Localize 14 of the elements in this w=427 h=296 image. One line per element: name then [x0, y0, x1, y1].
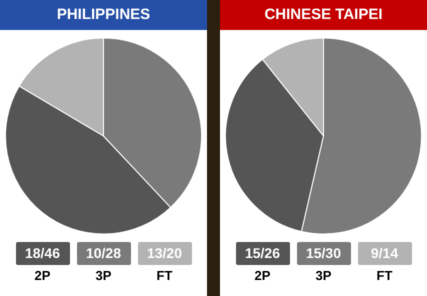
data-label: 13/20 [138, 242, 192, 265]
data-label: 15/30 [296, 242, 350, 265]
legend-label: FT [156, 268, 172, 283]
chart-title: CHINESE TAIPEI [220, 0, 427, 30]
legend-label: 3P [96, 268, 112, 283]
data-label: 9/14 [358, 242, 412, 265]
legend-label: 2P [254, 268, 270, 283]
data-label: 15/26 [236, 242, 290, 265]
legend-label: 2P [34, 268, 50, 283]
data-label: 10/28 [76, 242, 130, 265]
data-label: 18/46 [16, 242, 70, 265]
legend-label: FT [376, 268, 392, 283]
chart-title: PHILIPPINES [0, 0, 207, 30]
legend-label: 3P [316, 268, 332, 283]
